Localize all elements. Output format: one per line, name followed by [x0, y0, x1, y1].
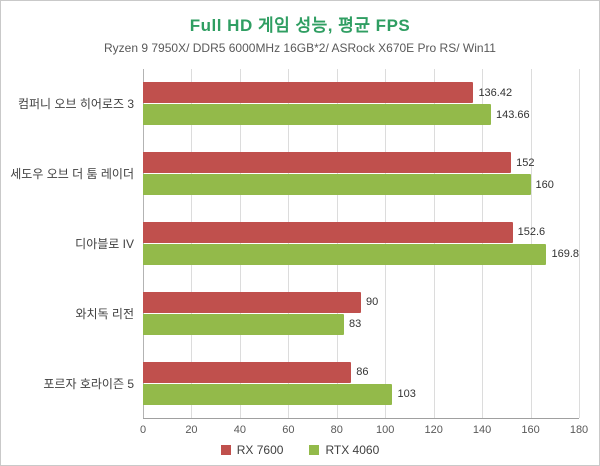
bar-line: 103: [143, 383, 579, 405]
bar-line: 152.6: [143, 221, 579, 243]
legend-item-rtx-4060: RTX 4060: [309, 443, 379, 457]
value-label: 86: [356, 366, 369, 379]
gridline: [191, 69, 193, 418]
x-tick-label: 160: [521, 424, 540, 436]
bar-line: 143.66: [143, 104, 579, 126]
bar-group: 86 103: [143, 348, 579, 418]
bar-line: 152: [143, 152, 579, 174]
category-label: 컴퍼니 오브 히어로즈 3: [17, 96, 134, 111]
bar-line: 83: [143, 313, 579, 335]
x-tick-label: 0: [139, 424, 147, 436]
gridline: [239, 69, 241, 418]
value-label: 152: [516, 156, 535, 169]
bar-rx-7600: [143, 221, 513, 243]
bar-group: 152.6 169.8: [143, 209, 579, 279]
x-tick-label: 60: [282, 424, 295, 436]
bar-group: 136.42 143.66: [143, 69, 579, 139]
chart-subtitle: Ryzen 9 7950X/ DDR5 6000MHz 16GB*2/ ASRo…: [104, 41, 496, 55]
bar-group: 90 83: [143, 278, 579, 348]
gridline: [336, 69, 338, 418]
bar-group: 152 160: [143, 139, 579, 209]
value-label: 103: [397, 388, 416, 401]
value-label: 160: [535, 178, 554, 191]
gridline: [433, 69, 435, 418]
x-tick-label: 140: [472, 424, 492, 436]
legend: RX 7600 RTX 4060: [1, 443, 599, 457]
plot-column: 136.42 143.66 152 160 152.6 169.8 90 83 86 103: [143, 69, 580, 419]
legend-item-rx-7600: RX 7600: [220, 443, 284, 457]
value-label: 143.66: [495, 108, 530, 121]
bar-rtx-4060: [143, 174, 531, 196]
value-label: 83: [349, 318, 362, 331]
gridlines: [143, 69, 580, 418]
bar-rx-7600: [143, 361, 352, 383]
legend-label: RTX 4060: [325, 443, 380, 457]
category-label: 디아블로 IV: [75, 236, 134, 251]
bar-rx-7600: [143, 291, 361, 313]
category-label: 세도우 오브 더 툼 레이더: [10, 166, 134, 181]
gridline: [482, 69, 484, 418]
bar-line: 169.8: [143, 243, 579, 265]
bar-line: 86: [143, 361, 579, 383]
bar-rtx-4060: [143, 313, 345, 335]
category-label: 와치독 리전: [75, 306, 134, 321]
bar-rtx-4060: [143, 243, 547, 265]
bar-rx-7600: [143, 82, 474, 104]
value-label: 169.8: [551, 248, 579, 261]
x-tick-label: 100: [376, 424, 395, 436]
value-label: 136.42: [478, 86, 513, 99]
gridline: [288, 69, 290, 418]
gridline: [530, 69, 532, 418]
x-tick-label: 40: [233, 424, 246, 436]
x-axis: 0 20 40 60 80 100 120 140 160 180: [139, 419, 588, 437]
bar-rtx-4060: [143, 104, 491, 126]
bar-line: 160: [143, 174, 579, 196]
x-tick-label: 120: [424, 424, 443, 436]
legend-label: RX 7600: [236, 443, 284, 457]
category-label: 포르자 호라이즌 5: [43, 376, 134, 391]
gridline: [579, 69, 580, 418]
x-tick-label: 180: [569, 424, 589, 436]
bar-rx-7600: [143, 152, 512, 174]
gridline: [143, 69, 144, 418]
x-tick-label: 20: [185, 424, 198, 436]
bar-rtx-4060: [143, 383, 393, 405]
bar-line: 136.42: [143, 82, 579, 104]
gridline: [385, 69, 387, 418]
bar-line: 90: [143, 291, 579, 313]
value-label: 90: [366, 296, 379, 309]
legend-swatch: [220, 445, 231, 455]
x-tick-label: 80: [330, 424, 343, 436]
value-label: 152.6: [517, 226, 546, 239]
legend-swatch: [309, 445, 320, 455]
chart-title: Full HD 게임 성능, 평균 FPS: [189, 16, 411, 35]
bars: 136.42 143.66 152 160 152.6 169.8 90 83 86 103: [143, 69, 579, 418]
